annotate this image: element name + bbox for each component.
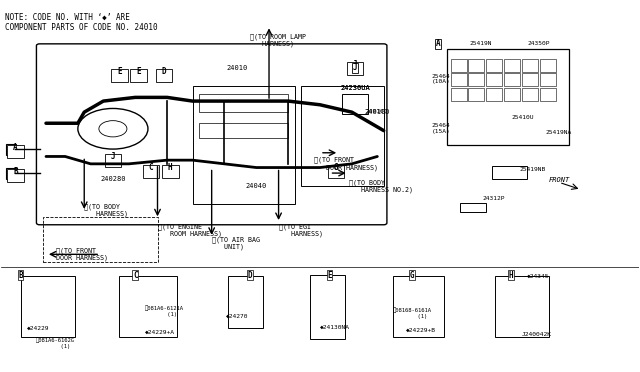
Text: FRONT: FRONT [548,177,570,183]
Bar [504,59,520,71]
FancyBboxPatch shape [143,165,159,178]
Text: 24230UA: 24230UA [340,85,370,91]
Bar [495,276,549,337]
Text: G: G [333,163,339,172]
Text: 25464
(15A): 25464 (15A) [432,124,451,134]
Text: ⒲081A6-6121A
     (1): ⒲081A6-6121A (1) [145,306,184,317]
Bar [468,59,484,71]
Text: 24010D: 24010D [365,109,390,115]
Bar [342,94,368,114]
Bar [486,59,502,71]
Text: ⓑ(TO ENGINE
   ROOM HARNESS): ⓑ(TO ENGINE ROOM HARNESS) [157,223,221,237]
Text: D: D [161,67,166,76]
Text: ◆24229: ◆24229 [27,326,49,331]
Text: E: E [136,67,141,76]
Text: B: B [18,271,23,280]
Text: 24040: 24040 [246,183,267,189]
Bar [460,203,486,212]
FancyBboxPatch shape [104,154,121,167]
Bar [492,166,527,179]
Bar [522,59,538,71]
FancyBboxPatch shape [7,145,24,158]
Bar [43,217,157,262]
Text: J: J [353,60,357,69]
Bar [468,73,484,86]
Text: 24230UA: 24230UA [340,85,370,91]
Text: 24312P: 24312P [483,196,505,201]
Text: H: H [509,271,513,280]
Bar [119,276,177,337]
Bar [451,59,467,71]
Text: 25419NB: 25419NB [520,167,546,172]
Text: G: G [410,271,415,280]
Text: 24350P: 24350P [527,41,550,46]
Bar [540,73,556,86]
Text: ⓚ(TO FRONT
   DOOR HARNESS): ⓚ(TO FRONT DOOR HARNESS) [314,157,378,171]
Text: ⓗ(TO AIR BAG
   UNIT): ⓗ(TO AIR BAG UNIT) [212,236,260,250]
Bar [6,144,16,155]
Text: B: B [13,167,18,176]
Bar [6,167,16,179]
Bar [486,88,502,101]
Bar [451,88,467,101]
Text: J: J [111,152,115,161]
Text: ◆24270: ◆24270 [226,314,248,318]
Text: H: H [168,163,173,172]
Text: E: E [117,67,122,76]
Bar [301,86,384,186]
Text: C: C [133,271,138,280]
Text: A: A [13,143,18,152]
Bar [468,88,484,101]
FancyBboxPatch shape [328,165,344,178]
Bar [199,94,288,112]
Bar [310,275,346,339]
Text: D: D [248,271,252,280]
Text: ⒱081A6-6162G
      (1): ⒱081A6-6162G (1) [36,337,75,349]
Text: ◆24229+A: ◆24229+A [145,329,175,334]
Bar [451,73,467,86]
Bar [522,73,538,86]
Bar [486,73,502,86]
Bar [540,88,556,101]
FancyBboxPatch shape [130,69,147,82]
Text: 24010: 24010 [227,65,248,71]
FancyBboxPatch shape [156,69,172,82]
Bar [20,276,75,337]
Text: C: C [149,163,154,172]
Text: ⒲08168-6161A
      (1): ⒲08168-6161A (1) [393,308,432,319]
Text: ⓔ(TO BODY
   HARNESS): ⓔ(TO BODY HARNESS) [84,203,128,217]
FancyBboxPatch shape [162,165,179,178]
Text: A: A [436,39,440,48]
Text: ⓜ(TO BODY
   HARNESS NO.2): ⓜ(TO BODY HARNESS NO.2) [349,179,413,193]
Bar [394,276,444,337]
Bar [193,86,294,205]
Text: J240042K: J240042K [522,332,552,337]
Text: ⓓ(TO EGI
   HARNESS): ⓓ(TO EGI HARNESS) [278,223,323,237]
Text: 25410U: 25410U [511,115,534,120]
FancyBboxPatch shape [347,62,364,75]
Text: ⓕ(TO ROOM LAMP
   HARNESS): ⓕ(TO ROOM LAMP HARNESS) [250,33,306,47]
Text: ◆24345: ◆24345 [527,274,550,279]
Bar [522,88,538,101]
Text: ◆24229+B: ◆24229+B [406,328,436,333]
Text: 25419NA: 25419NA [545,130,572,135]
Text: ⓔ(TO FRONT
DOOR HARNESS): ⓔ(TO FRONT DOOR HARNESS) [56,247,108,262]
FancyBboxPatch shape [111,69,127,82]
Bar [504,88,520,101]
FancyBboxPatch shape [7,169,24,182]
Text: 25419N: 25419N [470,41,492,46]
Bar [540,59,556,71]
Text: J: J [353,63,357,72]
Bar [447,49,568,145]
Text: 25464
(10A): 25464 (10A) [432,74,451,84]
Bar [504,73,520,86]
Text: NOTE: CODE NO. WITH ‘◆’ ARE
COMPONENT PARTS OF CODE NO. 24010: NOTE: CODE NO. WITH ‘◆’ ARE COMPONENT PA… [4,13,157,32]
Bar [199,123,288,138]
Text: 24010D: 24010D [366,109,388,113]
Text: ◆24130NA: ◆24130NA [320,324,350,330]
Bar [228,276,262,328]
Text: 240280: 240280 [100,176,125,182]
Text: E: E [327,271,332,280]
